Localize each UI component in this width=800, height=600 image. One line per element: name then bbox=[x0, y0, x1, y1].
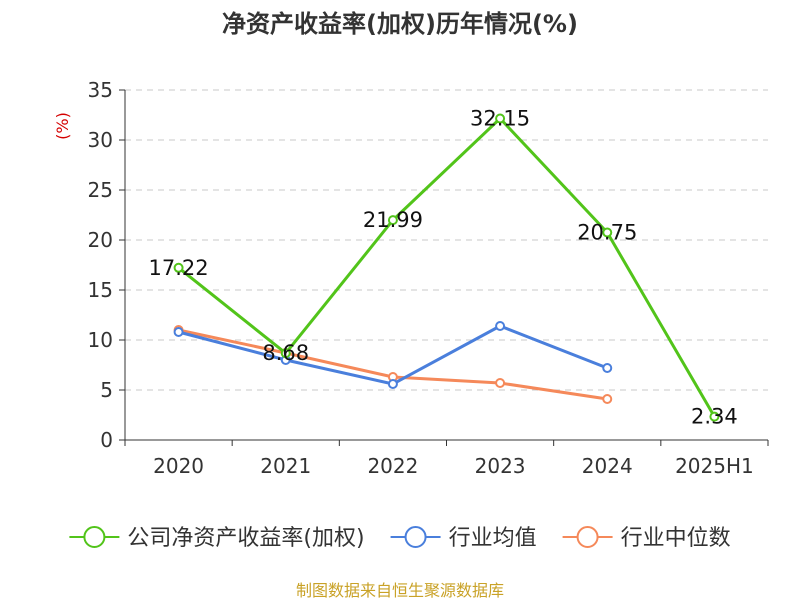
data-point[interactable] bbox=[495, 113, 506, 124]
data-point[interactable] bbox=[602, 363, 613, 373]
y-tick-label: 35 bbox=[88, 78, 113, 102]
data-point[interactable] bbox=[280, 348, 291, 359]
series-line bbox=[177, 117, 716, 418]
legend-label: 行业中位数 bbox=[621, 526, 731, 551]
data-label: 20.75 bbox=[577, 221, 637, 245]
y-axis-unit-label: (%) bbox=[53, 112, 72, 140]
series-0 bbox=[173, 113, 720, 422]
data-point[interactable] bbox=[602, 227, 613, 238]
legend-label: 公司净资产收益率(加权) bbox=[127, 526, 364, 551]
data-point[interactable] bbox=[173, 327, 184, 337]
legend-swatch-marker bbox=[404, 526, 427, 548]
data-label: 21.99 bbox=[363, 208, 423, 232]
y-tick-label: 25 bbox=[88, 178, 113, 202]
legend-item-2[interactable]: 行业中位数 bbox=[562, 526, 731, 551]
data-point[interactable] bbox=[495, 321, 506, 331]
data-label: 17.22 bbox=[149, 256, 209, 280]
data-point[interactable] bbox=[173, 262, 184, 273]
data-label: 8.68 bbox=[262, 341, 309, 365]
y-tick-label: 30 bbox=[88, 128, 113, 152]
y-tick-label: 20 bbox=[88, 228, 113, 252]
series-1 bbox=[173, 321, 613, 389]
y-tick-label: 10 bbox=[88, 328, 113, 352]
legend-item-0[interactable]: 公司净资产收益率(加权) bbox=[69, 526, 365, 551]
legend-swatch-marker bbox=[83, 526, 106, 548]
data-point[interactable] bbox=[387, 379, 398, 389]
y-axis-ticks: 0 5 10 15 20 25 30 35 bbox=[88, 78, 126, 452]
series-2 bbox=[173, 325, 613, 404]
y-tick-label: 5 bbox=[100, 378, 113, 402]
data-label: 32.15 bbox=[470, 107, 530, 131]
legend-label: 行业均值 bbox=[449, 526, 537, 551]
chart-title: 净资产收益率(加权)历年情况(%) bbox=[222, 10, 578, 38]
x-tick-label: 2020 bbox=[153, 454, 204, 478]
data-source-note: 制图数据来自恒生聚源数据库 bbox=[296, 581, 504, 600]
data-point[interactable] bbox=[387, 215, 398, 226]
legend-swatch-marker bbox=[576, 526, 599, 548]
data-point[interactable] bbox=[495, 378, 506, 388]
gridlines bbox=[125, 89, 768, 391]
data-point[interactable] bbox=[602, 394, 613, 404]
x-tick-label: 2025H1 bbox=[675, 454, 754, 478]
x-tick-label: 2021 bbox=[260, 454, 311, 478]
series-layer bbox=[173, 113, 720, 422]
x-tick-label: 2024 bbox=[582, 454, 633, 478]
x-tick-label: 2023 bbox=[475, 454, 526, 478]
x-axis: 2020 2021 2022 2023 2024 2025H1 bbox=[124, 439, 769, 478]
data-label: 2.34 bbox=[691, 405, 738, 429]
y-tick-label: 15 bbox=[88, 278, 113, 302]
legend-item-1[interactable]: 行业均值 bbox=[390, 526, 537, 551]
legend[interactable]: 公司净资产收益率(加权) 行业均值 行业中位数 bbox=[69, 526, 731, 551]
x-tick-label: 2022 bbox=[367, 454, 418, 478]
data-labels: 17.22 8.68 21.99 32.15 20.75 2.34 bbox=[149, 107, 738, 429]
y-tick-label: 0 bbox=[100, 428, 113, 452]
data-point[interactable] bbox=[709, 411, 720, 422]
